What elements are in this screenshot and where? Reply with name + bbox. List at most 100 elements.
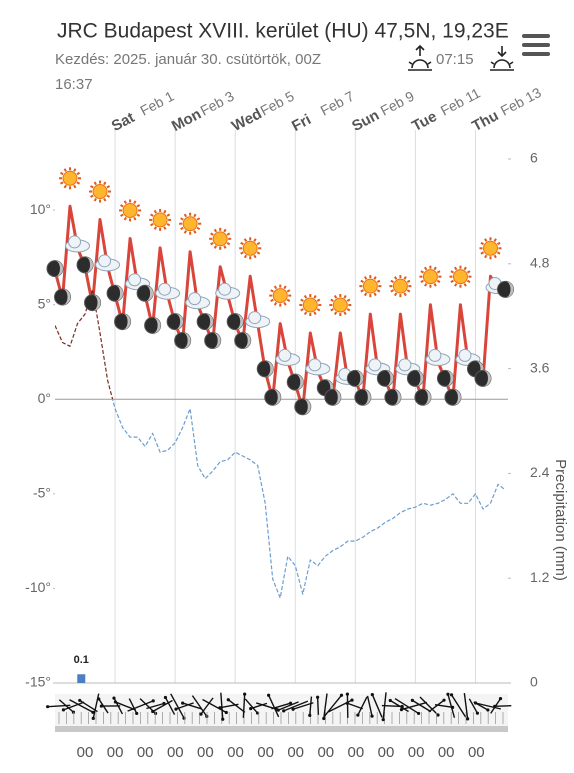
sun-ray [181,218,184,220]
sun-ray [224,246,226,249]
sun-ray [185,214,187,217]
sun-ray [134,217,136,220]
hour-label: 00 [287,744,304,761]
sun-ray [437,271,440,273]
x-tick-date: Feb 3 [197,88,236,119]
wind-arrow-head [267,694,270,697]
x-tick-date: Feb 9 [378,88,417,119]
weather-icon [265,389,281,405]
hour-label: 00 [468,744,485,761]
sun-ray [301,309,304,311]
weather-icon [175,332,191,348]
sun-ray [455,267,457,270]
wind-arrow-head [499,697,502,700]
wind-arrow-head [316,696,319,699]
x-tick-day: Sat [109,109,138,135]
wind-arrow [495,706,512,707]
sun [243,241,257,255]
sunrise-icon [408,46,432,70]
sun-ray [361,281,364,283]
sun-ray [77,182,80,184]
wind-arrow-head [436,713,439,716]
y-tick-label: -15° [25,674,51,690]
weather-icon [325,389,341,405]
sun-ray [361,290,364,292]
sun-ray [365,293,367,296]
menu-button[interactable] [522,34,550,56]
sun-ray [284,286,286,289]
sun-ray [104,198,106,201]
sun-ray [257,252,260,254]
weather-icon [306,359,330,375]
sun-ray [494,255,496,258]
sun-ray [227,243,230,245]
sun-ray [74,185,76,188]
y2-axis-label: Precipitation (mm) [552,459,569,581]
weather-icon [186,293,210,309]
sun-ray [91,196,94,198]
wind-arrow-head [474,701,477,704]
subtitle: Kezdés: 2025. január 30. csütörtök, 00Z [55,51,321,68]
wind-arrow-head [46,705,49,708]
hour-label: 00 [197,744,214,761]
weather-icon [475,370,491,386]
weather-icon [149,209,171,231]
x-tick-day: Sun [349,107,382,135]
sun-ray [481,243,484,245]
weather-icon [449,266,471,288]
sun-ray [365,277,367,280]
wind-arrow-head [282,709,285,712]
sun [303,298,317,312]
wind-arrow-head [442,699,445,702]
wind-arrow-head [135,712,138,715]
sun-ray [425,284,427,287]
weather-icon [107,285,123,301]
cloud [369,359,381,371]
cloud [429,349,441,361]
sun-ray [245,239,247,242]
sun [93,185,107,199]
sun-ray [485,255,487,258]
hour-label: 00 [227,744,244,761]
sun-ray [305,296,307,299]
wind-arrow-head [97,697,100,700]
y2-tick-label: 4.8 [530,255,550,271]
wind-strip [55,694,508,732]
x-tick-day: Mon [169,106,204,135]
sun-ray [287,300,290,302]
sun-ray [227,233,230,235]
sun-ray [314,312,316,315]
cloud [99,255,111,267]
wind-arrow-head [389,699,392,702]
sun-ray [74,169,76,172]
sun-ray [497,243,500,245]
weather-icon [257,361,273,377]
weather-icon [407,370,423,386]
wind-arrow-head [450,693,453,696]
sun-ray [151,224,154,226]
cloud [159,283,171,295]
sun-ray [241,243,244,245]
weather-icon [389,275,411,297]
sun-ray [374,277,376,280]
sun-ray [485,239,487,242]
x-tick-day: Tue [409,108,440,135]
sun-ray [404,293,406,296]
wind-arrow-head [112,697,115,700]
hour-label: 00 [408,744,425,761]
weather-icon [299,294,321,316]
wind-arrow-head [346,702,349,705]
sun-ray [395,293,397,296]
sun-ray [344,296,346,299]
sun-ray [434,284,436,287]
sun-ray [134,201,136,204]
wind-arrow-head [493,705,496,708]
sun-ray [194,214,196,217]
sun-ray [107,186,110,188]
cloud [309,359,321,371]
x-tick-date: Feb 5 [258,88,297,119]
sun-ray [335,296,337,299]
sun [183,217,197,231]
